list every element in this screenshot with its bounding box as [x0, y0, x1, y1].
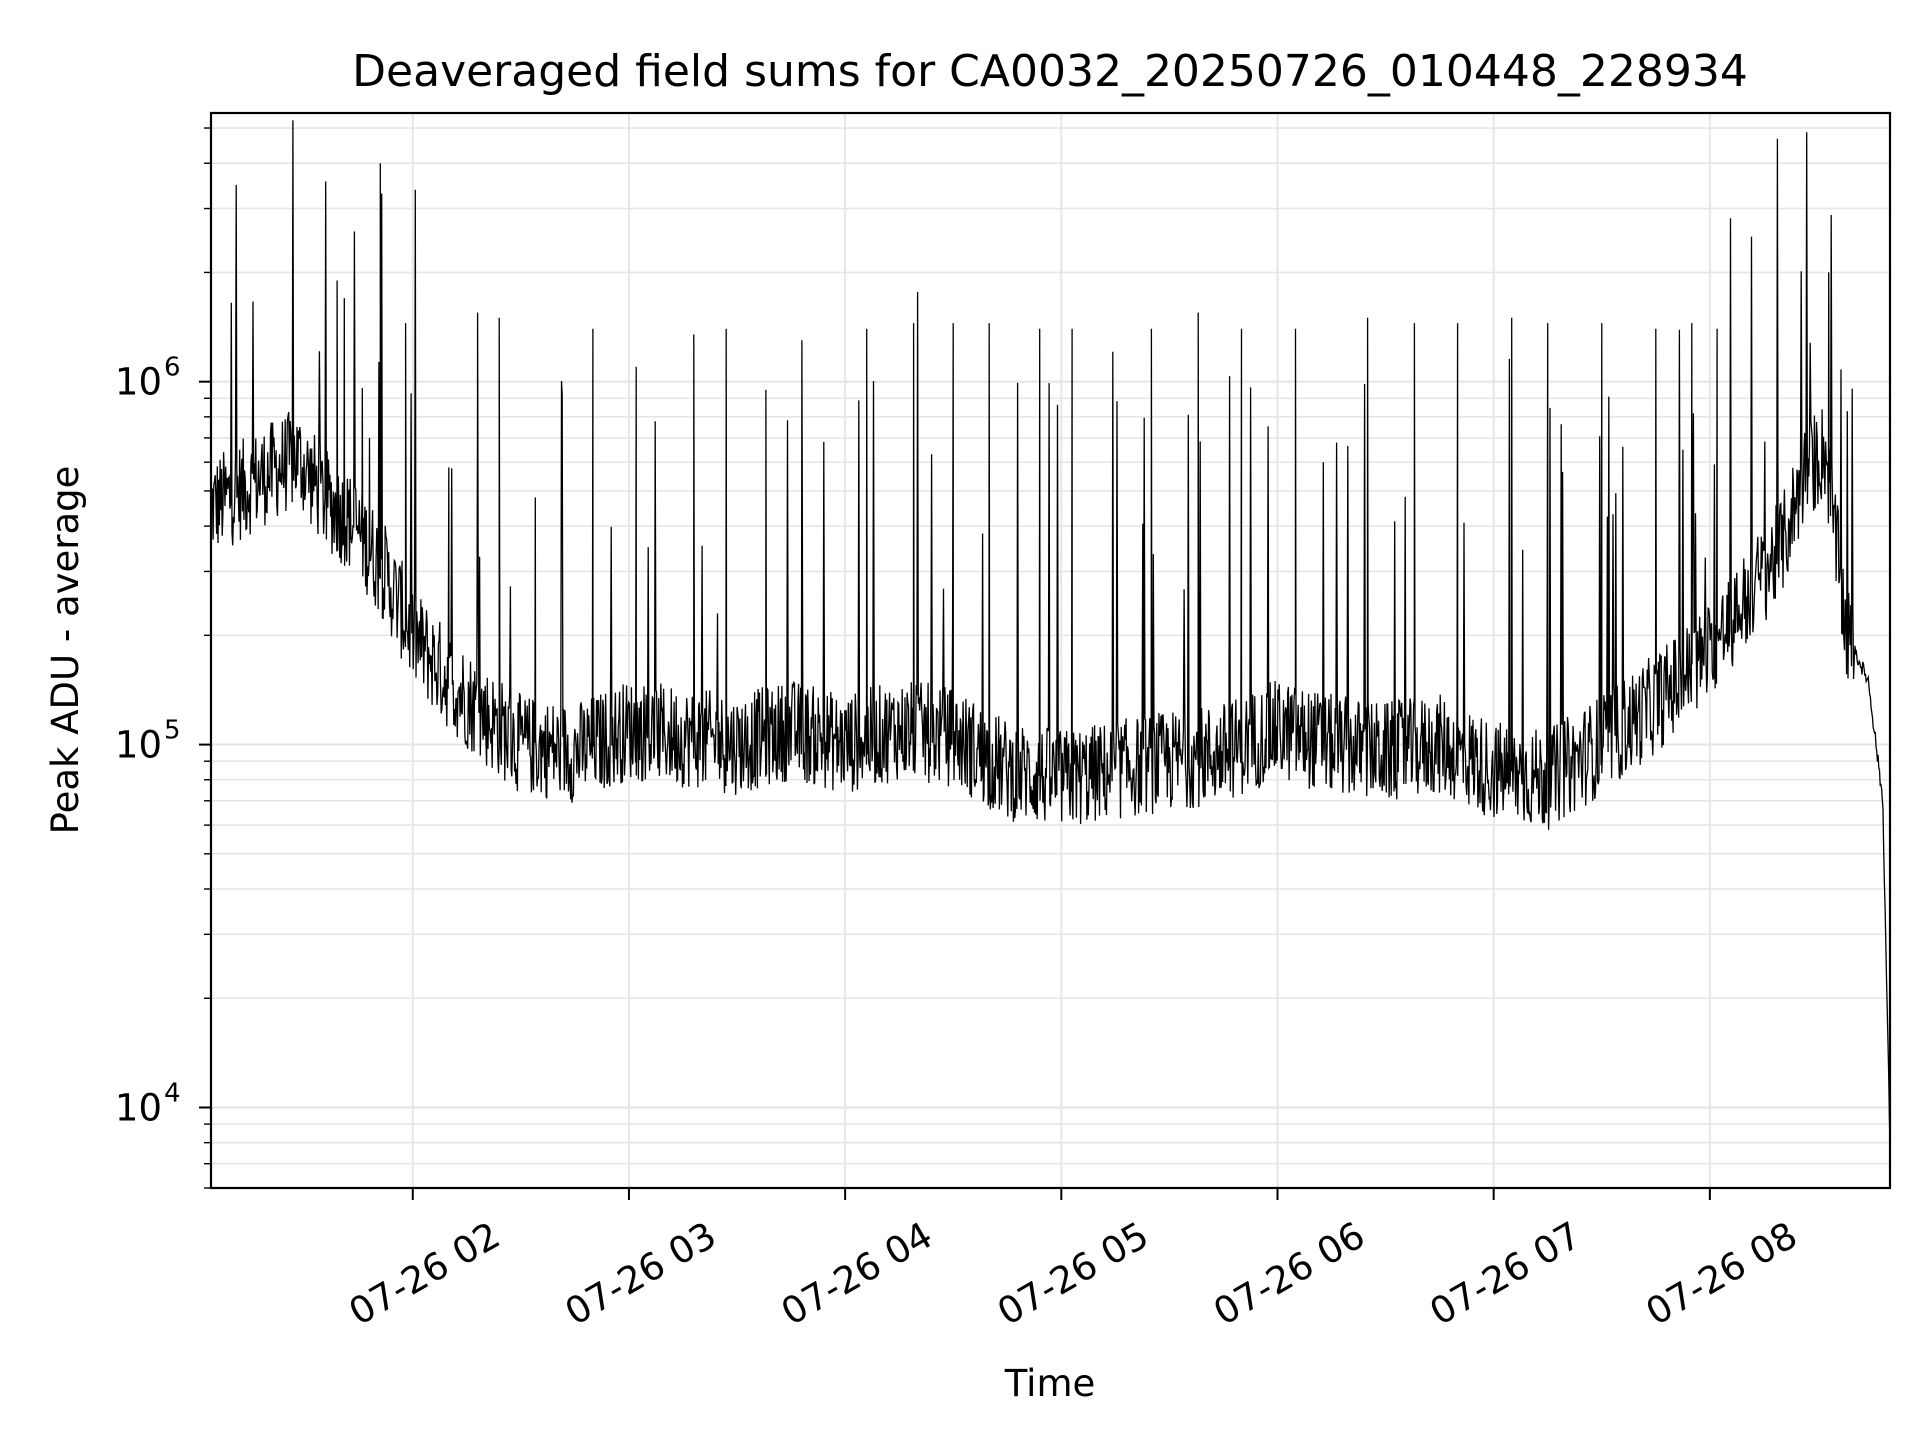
plot-frame [209, 111, 1892, 1190]
y-tick-label: 10 [115, 361, 162, 404]
y-tick-exponent: 5 [164, 716, 181, 746]
series-layer [210, 120, 1891, 1147]
y-tick-label: 10 [115, 1086, 162, 1129]
x-axis-label: Time [1004, 1362, 1096, 1405]
y-tick-exponent: 6 [164, 353, 181, 383]
series-line [210, 120, 1891, 1147]
y-axis-label: Peak ADU - average [44, 466, 87, 835]
y-tick-label: 10 [115, 724, 162, 767]
chart-title: Deaveraged field sums for CA0032_2025072… [352, 46, 1748, 97]
grid [211, 113, 1890, 1189]
y-tick-exponent: 4 [164, 1078, 181, 1108]
